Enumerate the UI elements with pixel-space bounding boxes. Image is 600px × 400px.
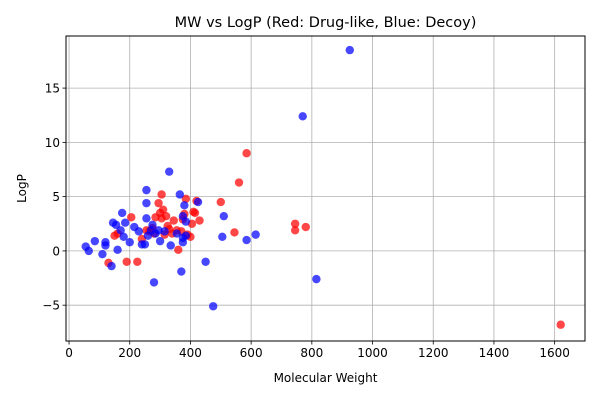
y-tick-label: −5 bbox=[42, 299, 60, 313]
decoy-point bbox=[120, 218, 130, 227]
decoy-point bbox=[142, 214, 151, 223]
decoy-point bbox=[172, 229, 181, 238]
drug-like-point bbox=[122, 257, 131, 266]
decoy-point bbox=[181, 231, 191, 240]
drug-like-point bbox=[190, 208, 200, 218]
decoy-point bbox=[155, 236, 165, 246]
decoy-point bbox=[209, 302, 218, 311]
y-tick-label: 5 bbox=[52, 190, 60, 204]
x-tick-label: 0 bbox=[65, 346, 73, 360]
drug-like-point bbox=[174, 245, 183, 255]
drug-like-point bbox=[154, 198, 163, 208]
drug-like-point bbox=[195, 216, 204, 225]
decoy-point bbox=[116, 226, 125, 235]
decoy-point bbox=[160, 227, 169, 236]
grid bbox=[66, 36, 585, 341]
x-tick-label: 200 bbox=[118, 346, 141, 360]
decoy-point bbox=[218, 232, 227, 242]
drug-like-point bbox=[157, 190, 166, 199]
decoy-point bbox=[101, 241, 110, 250]
decoy-point bbox=[201, 257, 210, 266]
drug-like-point bbox=[127, 213, 136, 222]
drug-like-point bbox=[556, 320, 565, 329]
drug-like-point bbox=[242, 149, 251, 158]
drug-like-point bbox=[169, 216, 178, 225]
y-tick-label: 10 bbox=[45, 136, 60, 150]
y-axis-label: LogP bbox=[15, 174, 29, 203]
drug-like-point bbox=[234, 178, 244, 187]
decoy-point bbox=[148, 220, 157, 230]
x-tick-label: 600 bbox=[240, 346, 263, 360]
x-tick-label: 800 bbox=[300, 346, 323, 360]
decoy-point bbox=[181, 217, 191, 226]
drug-like-point bbox=[158, 205, 168, 214]
drug-like-point bbox=[161, 211, 171, 221]
drug-like-point bbox=[290, 219, 300, 228]
decoy-point bbox=[113, 245, 122, 255]
decoy-point bbox=[345, 45, 354, 55]
decoy-point bbox=[119, 232, 128, 242]
x-tick-label: 1200 bbox=[418, 346, 449, 360]
data-points bbox=[81, 45, 565, 329]
drug-like-point bbox=[290, 226, 300, 235]
plot-frame bbox=[65, 35, 586, 342]
decoy-point bbox=[180, 201, 189, 210]
decoy-point bbox=[84, 246, 93, 256]
x-axis-label: Molecular Weight bbox=[274, 371, 378, 385]
decoy-point bbox=[166, 241, 175, 250]
y-tick-label: 0 bbox=[52, 244, 60, 258]
drug-like-point bbox=[230, 228, 239, 237]
decoy-point bbox=[175, 190, 185, 199]
x-tick-label: 1600 bbox=[539, 346, 570, 360]
decoy-point bbox=[142, 198, 151, 208]
decoy-point bbox=[177, 267, 186, 276]
y-tick-label: 15 bbox=[45, 82, 60, 96]
x-tick-label: 1000 bbox=[357, 346, 388, 360]
chart-title: MW vs LogP (Red: Drug-like, Blue: Decoy) bbox=[175, 15, 477, 31]
x-tick-label: 400 bbox=[179, 346, 202, 360]
decoy-point bbox=[178, 238, 188, 247]
decoy-point bbox=[140, 240, 150, 249]
decoy-point bbox=[142, 185, 151, 195]
axis-ticks: 0 200 400 600 800 1000 1200 1400 1600 −5 0 5 10 15 bbox=[42, 82, 570, 360]
x-tick-label: 1400 bbox=[479, 346, 510, 360]
decoy-point bbox=[90, 236, 100, 246]
drug-like-point bbox=[301, 222, 310, 232]
decoy-point bbox=[117, 208, 127, 218]
drug-like-point bbox=[216, 197, 225, 207]
decoy-point bbox=[134, 227, 144, 236]
decoy-point bbox=[242, 235, 251, 245]
decoy-point bbox=[125, 238, 134, 247]
decoy-point bbox=[312, 274, 321, 284]
decoy-point bbox=[219, 211, 229, 221]
decoy-point bbox=[193, 197, 203, 207]
decoy-point bbox=[149, 278, 159, 287]
decoy-point bbox=[164, 167, 174, 176]
decoy-point bbox=[98, 249, 107, 259]
decoy-point bbox=[107, 261, 116, 271]
drug-like-point bbox=[133, 257, 142, 266]
decoy-point bbox=[251, 230, 260, 239]
decoy-point bbox=[298, 112, 307, 121]
drug-like-point bbox=[181, 194, 191, 204]
